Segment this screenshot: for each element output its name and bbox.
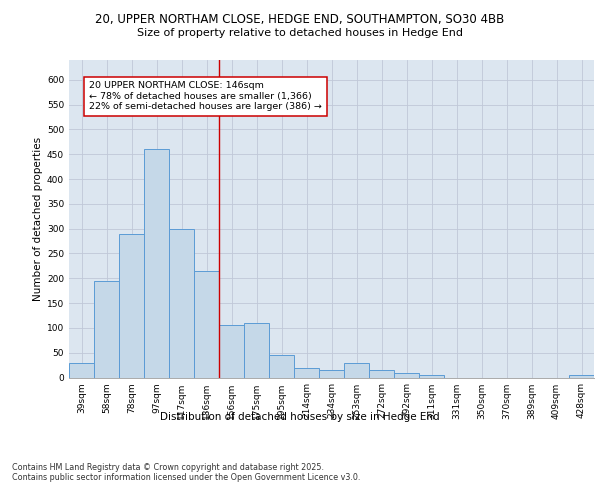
Y-axis label: Number of detached properties: Number of detached properties bbox=[33, 136, 43, 301]
Text: Distribution of detached houses by size in Hedge End: Distribution of detached houses by size … bbox=[160, 412, 440, 422]
Bar bbox=[94, 281, 119, 378]
Bar bbox=[269, 355, 294, 378]
Bar bbox=[219, 326, 244, 378]
Bar bbox=[294, 368, 319, 378]
Text: 20, UPPER NORTHAM CLOSE, HEDGE END, SOUTHAMPTON, SO30 4BB: 20, UPPER NORTHAM CLOSE, HEDGE END, SOUT… bbox=[95, 12, 505, 26]
Bar bbox=[419, 375, 444, 378]
Bar bbox=[244, 323, 269, 378]
Bar bbox=[369, 370, 394, 378]
Bar bbox=[569, 375, 594, 378]
Bar bbox=[119, 234, 144, 378]
Text: Size of property relative to detached houses in Hedge End: Size of property relative to detached ho… bbox=[137, 28, 463, 38]
Text: Contains HM Land Registry data © Crown copyright and database right 2025.
Contai: Contains HM Land Registry data © Crown c… bbox=[12, 462, 361, 482]
Bar bbox=[319, 370, 344, 378]
Bar bbox=[194, 271, 219, 378]
Bar bbox=[169, 228, 194, 378]
Text: 20 UPPER NORTHAM CLOSE: 146sqm
← 78% of detached houses are smaller (1,366)
22% : 20 UPPER NORTHAM CLOSE: 146sqm ← 78% of … bbox=[89, 82, 322, 111]
Bar bbox=[394, 372, 419, 378]
Bar bbox=[69, 362, 94, 378]
Bar bbox=[344, 362, 369, 378]
Bar bbox=[144, 150, 169, 378]
